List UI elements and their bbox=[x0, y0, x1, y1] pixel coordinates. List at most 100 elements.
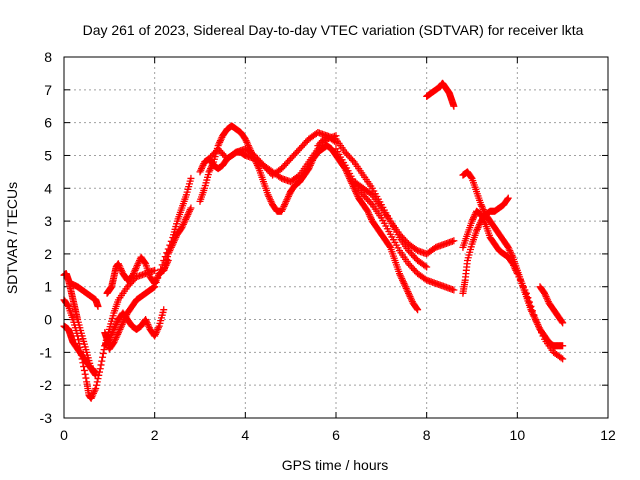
data-point bbox=[92, 368, 100, 376]
data-point bbox=[284, 192, 292, 200]
series-arc-7 bbox=[101, 283, 159, 353]
x-tick-label: 10 bbox=[510, 427, 526, 443]
data-point bbox=[404, 288, 412, 296]
data-point bbox=[185, 207, 193, 215]
data-point bbox=[121, 314, 129, 322]
data-point bbox=[341, 148, 349, 156]
data-point bbox=[361, 192, 369, 200]
data-point bbox=[111, 322, 119, 330]
data-point bbox=[279, 204, 287, 212]
data-point bbox=[265, 192, 273, 200]
data-point bbox=[98, 357, 106, 365]
data-point bbox=[94, 302, 102, 310]
data-point bbox=[397, 273, 405, 281]
data-point bbox=[469, 215, 477, 223]
data-point bbox=[414, 306, 422, 314]
data-point bbox=[90, 388, 98, 396]
data-point bbox=[179, 220, 187, 228]
data-point bbox=[109, 327, 117, 335]
data-point bbox=[197, 166, 205, 174]
data-point bbox=[160, 306, 168, 314]
data-point bbox=[117, 265, 125, 273]
data-point bbox=[408, 263, 416, 271]
data-point bbox=[207, 165, 215, 173]
y-tick-label: 2 bbox=[44, 246, 52, 262]
data-point bbox=[473, 227, 481, 235]
data-point bbox=[129, 271, 137, 279]
data-point bbox=[153, 327, 161, 335]
data-point bbox=[541, 291, 549, 299]
data-point bbox=[306, 161, 314, 169]
data-point bbox=[285, 191, 293, 199]
y-tick-label: 4 bbox=[44, 180, 52, 196]
data-point bbox=[281, 199, 289, 207]
data-point bbox=[557, 354, 565, 362]
data-point bbox=[284, 194, 292, 202]
data-point bbox=[306, 163, 314, 171]
data-point bbox=[544, 296, 552, 304]
data-point bbox=[288, 153, 296, 161]
data-point bbox=[282, 160, 290, 168]
data-point bbox=[542, 293, 550, 301]
data-point bbox=[558, 318, 566, 326]
data-point bbox=[217, 148, 225, 156]
data-point bbox=[117, 266, 125, 274]
data-point bbox=[154, 324, 162, 332]
data-point bbox=[99, 353, 107, 361]
data-point bbox=[291, 150, 299, 158]
data-point bbox=[278, 206, 286, 214]
series-arc-21 bbox=[536, 283, 567, 327]
data-point bbox=[87, 394, 95, 402]
data-point bbox=[399, 278, 407, 286]
data-point bbox=[543, 294, 551, 302]
data-point bbox=[474, 224, 482, 232]
data-point bbox=[96, 365, 104, 373]
data-point bbox=[134, 260, 142, 268]
data-point bbox=[534, 322, 542, 330]
series-arc-4 bbox=[67, 279, 102, 310]
data-point bbox=[406, 261, 414, 269]
data-point bbox=[262, 165, 270, 173]
data-point bbox=[531, 316, 539, 324]
data-point bbox=[118, 320, 126, 328]
data-point bbox=[386, 242, 394, 250]
data-point bbox=[307, 160, 315, 168]
data-point bbox=[395, 270, 403, 278]
data-point bbox=[411, 253, 419, 261]
gridlines bbox=[64, 57, 608, 418]
data-point bbox=[81, 370, 89, 378]
data-point bbox=[285, 156, 293, 164]
data-point bbox=[216, 147, 224, 155]
data-point bbox=[151, 283, 159, 291]
x-tick-label: 0 bbox=[60, 427, 68, 443]
data-point bbox=[318, 137, 326, 145]
data-point bbox=[477, 201, 485, 209]
data-point bbox=[113, 319, 121, 327]
data-point bbox=[254, 163, 262, 171]
data-point bbox=[407, 294, 415, 302]
data-point bbox=[89, 391, 97, 399]
data-point bbox=[475, 222, 483, 230]
y-tick-label: -3 bbox=[40, 410, 53, 426]
data-point bbox=[130, 270, 138, 278]
data-point bbox=[349, 156, 357, 164]
data-point bbox=[117, 322, 125, 330]
data-point bbox=[215, 140, 223, 148]
data-point bbox=[297, 143, 305, 151]
data-point bbox=[119, 319, 127, 327]
data-point bbox=[308, 158, 316, 166]
data-point bbox=[264, 191, 272, 199]
data-point bbox=[210, 150, 218, 158]
data-point bbox=[479, 206, 487, 214]
data-point bbox=[206, 166, 214, 174]
data-point bbox=[142, 317, 150, 325]
data-point bbox=[253, 155, 261, 163]
data-point bbox=[409, 252, 417, 260]
data-point bbox=[114, 330, 122, 338]
y-tick-label: 3 bbox=[44, 213, 52, 229]
data-point bbox=[468, 217, 476, 225]
data-point bbox=[408, 250, 416, 258]
data-point bbox=[64, 301, 72, 309]
